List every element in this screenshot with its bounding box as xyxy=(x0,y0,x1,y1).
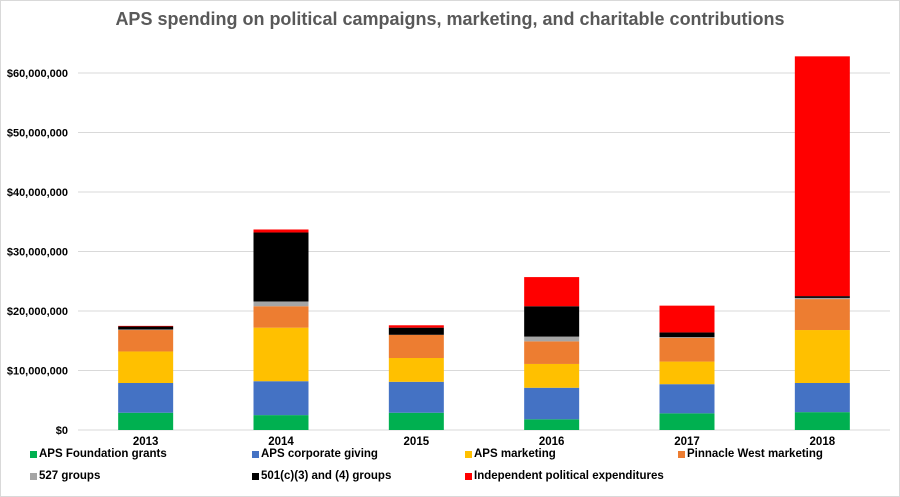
bar-segment xyxy=(388,327,444,335)
legend-swatch xyxy=(465,472,472,480)
bar-segment xyxy=(388,412,444,430)
legend-item: APS corporate giving xyxy=(252,448,378,460)
bar-segment xyxy=(794,296,850,298)
bar-segment xyxy=(524,277,580,307)
legend-item: Independent political expenditures xyxy=(465,470,664,482)
bar-segment xyxy=(794,56,850,297)
legend-label: APS corporate giving xyxy=(261,448,378,460)
legend-item: APS marketing xyxy=(465,448,556,460)
bar-segment xyxy=(253,232,309,302)
legend-label: APS Foundation grants xyxy=(39,448,167,460)
legend-swatch xyxy=(465,450,472,458)
bar-segment xyxy=(794,412,850,430)
bar-segment xyxy=(524,336,580,342)
bar-segment xyxy=(659,337,715,362)
x-tick-label: 2014 xyxy=(268,436,294,448)
legend: APS Foundation grants APS corporate givin… xyxy=(30,448,890,490)
bar-segment xyxy=(253,306,309,328)
legend-swatch xyxy=(678,450,685,458)
x-tick-label: 2018 xyxy=(810,436,836,448)
bar-segment xyxy=(253,327,309,382)
bar-segment xyxy=(118,329,174,331)
legend-label: 501(c)(3) and (4) groups xyxy=(261,470,392,482)
legend-item: 527 groups xyxy=(30,470,100,482)
bar-segment xyxy=(524,341,580,364)
bar-segment xyxy=(253,415,309,430)
bar-segment xyxy=(659,413,715,430)
bar-segment xyxy=(794,299,850,331)
bar-segment xyxy=(388,325,444,328)
y-tick-label: $0 xyxy=(56,425,68,437)
legend-label: Independent political expenditures xyxy=(474,470,664,482)
legend-swatch xyxy=(30,472,37,480)
bar-segment xyxy=(659,384,715,414)
bar-segment xyxy=(118,351,174,383)
bar-segment xyxy=(659,332,715,338)
bar-segment xyxy=(794,297,850,300)
bar-segment xyxy=(388,358,444,382)
legend-swatch xyxy=(30,450,37,458)
bar-segment xyxy=(659,361,715,385)
bar-segment xyxy=(794,382,850,413)
y-tick-label: $30,000,000 xyxy=(7,247,68,259)
bar-segment xyxy=(524,363,580,388)
bar-segment xyxy=(253,381,309,416)
bar-segment xyxy=(524,419,580,430)
bar-segment xyxy=(524,387,580,420)
bar-segment xyxy=(388,381,444,413)
bar-segment xyxy=(118,382,174,413)
bar-segment xyxy=(659,305,715,333)
bar-segment xyxy=(659,337,715,338)
x-tick-label: 2015 xyxy=(404,436,430,448)
y-tick-label: $50,000,000 xyxy=(7,128,68,140)
x-tick-label: 2017 xyxy=(674,436,700,448)
legend-swatch xyxy=(252,450,259,458)
y-tick-label: $40,000,000 xyxy=(7,187,68,199)
y-tick-label: $10,000,000 xyxy=(7,366,68,378)
bar-segment xyxy=(118,330,174,352)
legend-label: APS marketing xyxy=(474,448,556,460)
bar-segment xyxy=(794,330,850,383)
x-tick-label: 2013 xyxy=(133,436,159,448)
x-tick-label: 2016 xyxy=(539,436,565,448)
legend-swatch xyxy=(252,472,259,480)
bar-segment xyxy=(118,412,174,430)
legend-label: 527 groups xyxy=(39,470,101,482)
bar-segment xyxy=(388,334,444,359)
legend-label: Pinnacle West marketing xyxy=(687,448,823,460)
y-tick-label: $20,000,000 xyxy=(7,306,68,318)
chart-title: APS spending on political campaigns, mar… xyxy=(115,9,785,29)
legend-item: Pinnacle West marketing xyxy=(678,448,823,460)
bar-segment xyxy=(253,301,309,307)
legend-item: 501(c)(3) and (4) groups xyxy=(252,470,391,482)
bar-segment xyxy=(524,306,580,337)
y-tick-label: $60,000,000 xyxy=(7,68,68,80)
bar-segment xyxy=(118,326,174,330)
bar-segment xyxy=(253,229,309,233)
bar-segment xyxy=(118,325,174,327)
legend-item: APS Foundation grants xyxy=(30,448,167,460)
